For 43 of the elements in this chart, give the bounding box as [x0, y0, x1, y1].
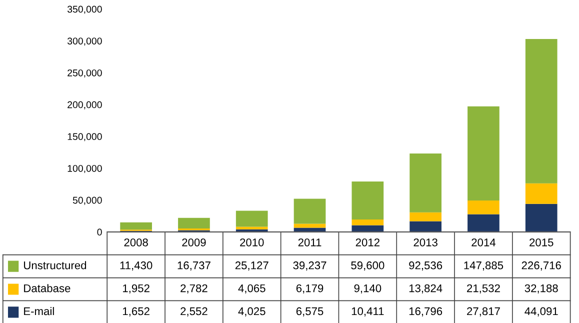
legend-label: E-mail	[24, 307, 54, 316]
data-label: 147,885	[464, 261, 504, 271]
data-label: 16,737	[178, 261, 210, 271]
data-label: 4,065	[238, 284, 266, 294]
data-label: 6,575	[296, 307, 324, 316]
data-label: 6,179	[296, 284, 324, 294]
data-label: 2,782	[180, 284, 208, 294]
y-tick-label: 300,000	[67, 38, 102, 46]
x-tick-label: 2011	[298, 238, 322, 246]
legend-label: Database	[24, 284, 70, 292]
y-tick-label: 250,000	[68, 69, 102, 78]
data-label: 59,600	[351, 261, 384, 271]
data-label: 39,237	[293, 261, 326, 271]
x-tick-label: 2015	[530, 238, 554, 246]
x-tick-label: 2014	[472, 238, 496, 246]
data-label: 25,127	[235, 261, 268, 271]
data-label: 21,532	[467, 284, 500, 294]
x-tick-label: 2012	[356, 238, 380, 246]
y-tick-label: 50,000	[72, 196, 102, 205]
legend-label: Unstructured	[24, 261, 86, 270]
data-label: 16,796	[409, 307, 442, 316]
data-label: 226,716	[522, 261, 561, 271]
data-label: 32,188	[524, 284, 558, 294]
data-label: 10,411	[352, 307, 384, 316]
y-tick-label: 200,000	[68, 101, 102, 110]
y-tick-label: 350,000	[67, 6, 102, 14]
data-label: 27,817	[467, 307, 500, 316]
data-label: 44,091	[524, 307, 558, 316]
data-label: 1,952	[123, 284, 150, 294]
data-label: 1,652	[123, 307, 150, 316]
data-label: 13,824	[409, 284, 442, 294]
x-tick-label: 2013	[414, 238, 438, 246]
y-tick-label: 0	[97, 228, 102, 236]
x-tick-label: 2009	[182, 238, 206, 246]
x-tick-label: 2010	[240, 238, 264, 246]
data-label: 4,025	[238, 307, 266, 316]
x-tick-label: 2008	[124, 238, 148, 246]
y-tick-label: 100,000	[68, 164, 102, 174]
data-label: 9,140	[354, 284, 382, 294]
data-label: 92,536	[409, 261, 442, 271]
y-tick-label: 150,000	[68, 133, 102, 142]
data-label: 11,430	[120, 261, 152, 271]
data-label: 2,552	[180, 307, 208, 316]
